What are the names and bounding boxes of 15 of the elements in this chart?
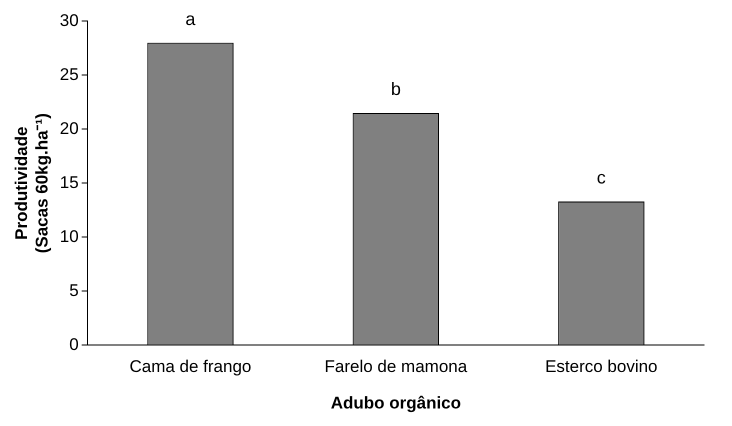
y-tick-label: 0	[69, 334, 79, 354]
y-tick-label: 20	[60, 118, 79, 138]
x-tick-label: Farelo de mamona	[324, 357, 468, 376]
y-tick-label: 30	[60, 10, 79, 30]
y-tick-label: 10	[60, 226, 79, 246]
y-axis-title: Produtividade (Sacas 60kg.ha⁻¹)	[12, 113, 52, 254]
x-axis-title: Adubo orgânico	[330, 393, 462, 412]
annotation: a	[185, 8, 196, 29]
x-tick-label: Esterco bovino	[545, 357, 658, 376]
annotation: b	[390, 78, 401, 99]
y-tick-label: 15	[60, 172, 79, 192]
annotation: c	[596, 168, 606, 188]
y-tick-label: 25	[60, 64, 79, 84]
y-tick-label: 5	[69, 280, 79, 300]
x-tick-label: Cama de frango	[129, 357, 252, 376]
